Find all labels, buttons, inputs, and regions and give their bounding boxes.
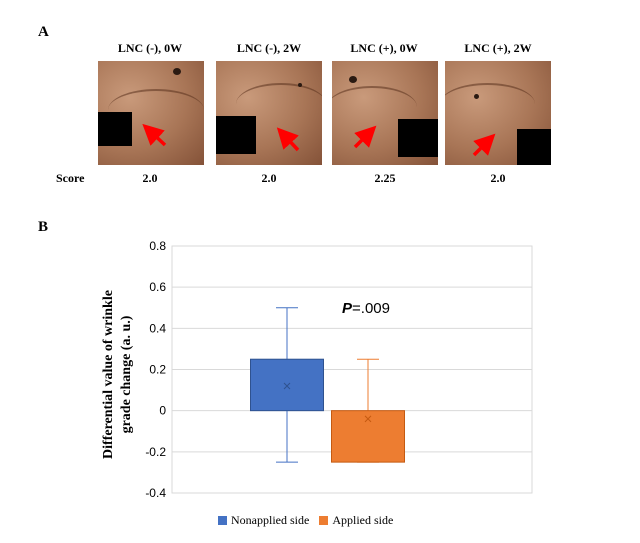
photo-label-1: LNC (-), 0W: [117, 41, 183, 55]
face-photo-3: [332, 61, 438, 165]
y-tick-label: 0: [159, 404, 166, 418]
red-arrow-1: [142, 123, 167, 147]
y-tick-label: 0.2: [149, 363, 166, 377]
photo-label-3: LNC (+), 0W: [350, 41, 418, 55]
legend-swatch-nonapplied: [218, 516, 227, 525]
arrow-layer: [142, 123, 496, 157]
y-axis-label-line-1: Differential value of wrinkle: [101, 290, 116, 459]
score-value-4: 2.0: [490, 171, 506, 185]
mole-mark: [173, 68, 181, 75]
red-arrow-3: [353, 125, 377, 149]
face-photo-2: [216, 61, 322, 165]
mole-mark: [298, 83, 302, 87]
score-label: Score: [56, 171, 85, 185]
y-axis-label-line-2: grade change (a. u.): [119, 315, 134, 433]
y-tick-label: 0.8: [149, 239, 166, 253]
legend-label-applied: Applied side: [332, 513, 394, 527]
privacy-mask: [517, 129, 551, 165]
red-arrow-4: [472, 133, 496, 157]
mole-mark: [474, 94, 479, 99]
bar: [250, 358, 324, 412]
face-photo-4: [445, 61, 551, 165]
mean-marker: [364, 415, 372, 423]
score-value-1: 2.0: [142, 171, 158, 185]
score-value-3: 2.25: [374, 171, 396, 185]
p-value-annotation: P=.009: [342, 300, 390, 317]
y-tick-label: 0.6: [149, 280, 166, 294]
score-value-2: 2.0: [261, 171, 277, 185]
panel-a-letter: A: [38, 24, 49, 40]
y-tick-label: -0.4: [145, 486, 166, 500]
y-tick-label: -0.2: [145, 445, 166, 459]
legend-swatch-applied: [319, 516, 329, 525]
red-arrow-2: [276, 127, 300, 152]
face-photo-1: [98, 61, 204, 165]
privacy-mask: [216, 116, 256, 154]
mole-mark: [349, 76, 357, 83]
photo-label-4: LNC (+), 2W: [464, 41, 532, 55]
photo-label-2: LNC (-), 2W: [236, 41, 302, 55]
privacy-mask: [398, 119, 438, 157]
privacy-mask: [98, 112, 132, 146]
mean-marker: [283, 382, 291, 390]
panel-b-letter: B: [38, 219, 49, 235]
y-tick-label: 0.4: [149, 321, 166, 335]
chart-legend: Nonapplied side Applied side: [218, 513, 393, 528]
legend-label-nonapplied: Nonapplied side: [231, 513, 310, 527]
